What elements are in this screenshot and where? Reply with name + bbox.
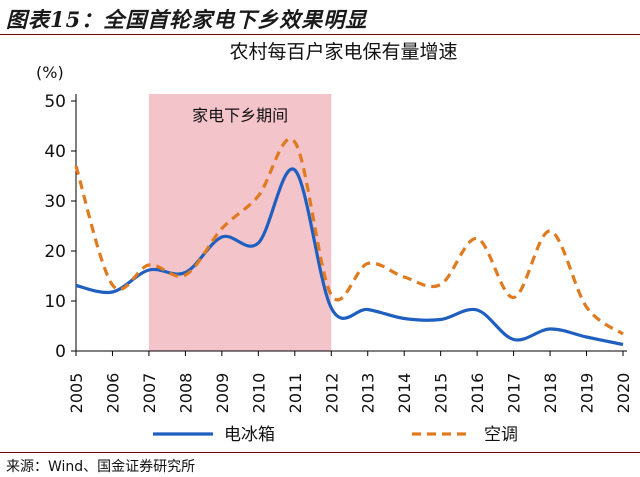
data-point-ac: [548, 229, 552, 233]
x-tick-label: 2005: [67, 373, 86, 414]
data-point-fridge: [402, 317, 406, 321]
y-tick-label: 30: [44, 192, 66, 212]
data-point-fridge: [256, 241, 260, 245]
data-point-fridge: [329, 306, 333, 310]
data-point-ac: [183, 273, 187, 277]
x-tick-label: 2013: [359, 373, 378, 414]
data-point-fridge: [220, 235, 224, 239]
data-point-fridge: [548, 327, 552, 331]
data-point-ac: [147, 263, 151, 267]
data-point-ac: [585, 305, 589, 309]
x-tick-label: 2015: [432, 373, 451, 414]
data-point-ac: [366, 262, 370, 266]
data-point-ac: [439, 283, 443, 287]
source-note: 来源：Wind、国金证券研究所: [6, 459, 196, 475]
line-chart: 家电下乡期间 0 10 20 30 40 50 2005 2006 2007 2008 2009 20…: [36, 41, 633, 445]
data-point-ac: [329, 293, 333, 297]
x-tick-label: 2012: [322, 373, 341, 414]
y-tick-label: 10: [44, 292, 66, 312]
data-point-ac: [512, 296, 516, 300]
x-tick-label: 2007: [140, 373, 159, 414]
shaded-region: [148, 94, 332, 351]
title-rule: [0, 34, 640, 35]
x-tick-label: 2014: [395, 373, 414, 414]
x-tick-label: 2018: [541, 373, 560, 414]
data-point-fridge: [475, 308, 479, 312]
data-point-ac: [621, 332, 625, 336]
data-point-fridge: [512, 338, 516, 342]
y-tick-label: 20: [44, 242, 66, 262]
data-point-ac: [110, 283, 114, 287]
data-point-fridge: [110, 290, 114, 294]
shaded-region-label: 家电下乡期间: [192, 106, 288, 125]
data-point-ac: [220, 227, 224, 231]
x-tick-label: 2010: [249, 373, 268, 414]
x-tick-label: 2020: [614, 373, 633, 414]
y-tick-label: 40: [44, 142, 66, 162]
source-rule: [0, 452, 640, 453]
x-tick-label: 2017: [505, 373, 524, 414]
data-point-fridge: [366, 308, 370, 312]
data-point-ac: [74, 164, 78, 168]
data-point-ac: [256, 194, 260, 198]
data-point-ac: [293, 140, 297, 144]
data-point-fridge: [293, 168, 297, 172]
y-tick-label: 0: [55, 342, 66, 362]
y-tick-label: 50: [44, 92, 66, 112]
x-tick-label: 2019: [578, 373, 597, 414]
data-point-fridge: [74, 284, 78, 288]
data-point-fridge: [439, 318, 443, 322]
data-point-ac: [475, 237, 479, 241]
data-point-fridge: [621, 343, 625, 347]
data-point-ac: [402, 275, 406, 279]
x-tick-label: 2016: [468, 373, 487, 414]
x-tick-label: 2008: [176, 373, 195, 414]
x-tick-label: 2011: [286, 373, 305, 414]
legend-label-fridge: 电冰箱: [224, 425, 275, 445]
x-tick-label: 2006: [103, 373, 122, 414]
legend-label-ac: 空调: [484, 425, 518, 445]
data-point-fridge: [585, 335, 589, 339]
x-tick-label: 2009: [213, 373, 232, 414]
series-line-ac: [74, 137, 624, 336]
y-axis-unit: (%): [36, 63, 64, 82]
chart-title: 农村每百户家电保有量增速: [229, 41, 457, 63]
data-point-fridge: [147, 268, 151, 272]
figure-title: 图表15：全国首轮家电下乡效果明显: [6, 7, 368, 32]
